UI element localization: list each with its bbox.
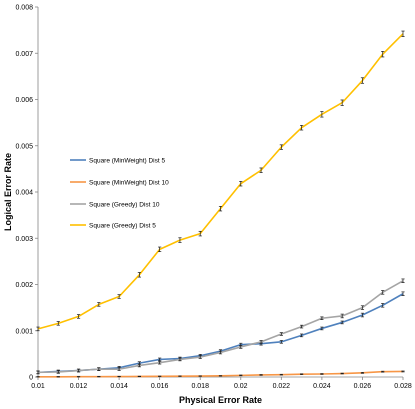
- error-bar: [117, 294, 121, 299]
- error-bar: [360, 312, 365, 318]
- error-bar: [300, 373, 304, 375]
- error-bar: [360, 305, 365, 310]
- error-bar: [56, 321, 60, 326]
- error-bar: [381, 370, 385, 373]
- error-bar: [76, 368, 81, 373]
- error-bar: [279, 373, 283, 376]
- x-tick-label: 0.028: [394, 383, 412, 390]
- legend-item: Square (MinWeight) Dist 10: [70, 179, 169, 186]
- error-bar: [218, 350, 223, 355]
- x-tick-label: 0.014: [110, 383, 128, 390]
- error-bar: [76, 314, 81, 319]
- legend-label: Square (Greedy) Dist 5: [89, 222, 156, 229]
- error-bar: [320, 326, 324, 331]
- error-bar: [239, 374, 243, 377]
- error-bar: [97, 367, 101, 371]
- x-tick-label: 0.01: [31, 383, 45, 390]
- x-tick-label: 0.02: [234, 383, 248, 390]
- error-bar: [300, 333, 304, 338]
- y-tick-label: 0.001: [15, 328, 33, 335]
- error-bar: [381, 303, 385, 308]
- y-tick-label: 0.002: [15, 282, 33, 289]
- y-tick-label: 0.005: [15, 143, 33, 150]
- error-bar: [158, 357, 162, 362]
- error-bar: [401, 370, 405, 373]
- x-tick-label: 0.024: [313, 383, 331, 390]
- error-bar: [340, 372, 344, 375]
- series-1: [36, 291, 405, 375]
- x-tick-label: 0.022: [273, 383, 291, 390]
- series-layer: [36, 30, 405, 378]
- error-bar: [259, 374, 263, 376]
- legend-label: Square (Greedy) Dist 10: [89, 201, 160, 208]
- series-2: [36, 370, 405, 378]
- error-bar: [300, 324, 304, 329]
- error-bar: [218, 205, 223, 212]
- error-bar: [360, 372, 365, 374]
- y-tick-label: 0.008: [15, 5, 33, 12]
- error-bar: [381, 290, 385, 295]
- x-tick-label: 0.026: [354, 383, 372, 390]
- legend-item: Square (Greedy) Dist 10: [70, 201, 160, 208]
- error-bar: [239, 345, 243, 349]
- legend-item: Square (Greedy) Dist 5: [70, 222, 156, 229]
- error-bar: [381, 51, 385, 58]
- y-tick-label: 0.004: [15, 190, 33, 197]
- error-bar: [137, 363, 141, 368]
- series-3: [36, 278, 405, 375]
- series-line: [37, 293, 404, 374]
- legend-label: Square (MinWeight) Dist 10: [89, 179, 169, 186]
- error-bar: [158, 246, 162, 253]
- error-bar: [401, 291, 405, 296]
- y-tick-label: 0.007: [15, 51, 33, 58]
- plot-frame: [37, 7, 403, 378]
- y-axis-title: Logical Error Rate: [3, 153, 13, 231]
- x-tick-label: 0.016: [151, 383, 169, 390]
- error-bar: [320, 373, 324, 375]
- error-bar: [259, 340, 263, 344]
- error-bar: [198, 355, 202, 359]
- error-bar: [360, 77, 365, 84]
- error-bar: [401, 278, 405, 283]
- error-bar: [340, 320, 344, 325]
- error-bar: [259, 167, 263, 173]
- error-bar: [279, 340, 283, 344]
- error-bar: [320, 111, 324, 118]
- error-bar: [320, 316, 324, 320]
- x-axis: 0.01 0.012 0.014 0.016 0.018 0.02 0.022 0.024 0.…: [31, 377, 412, 390]
- error-bar: [198, 230, 202, 237]
- error-bar: [36, 370, 40, 375]
- error-bar: [340, 99, 344, 106]
- error-bar: [239, 181, 243, 187]
- error-bar: [279, 332, 283, 336]
- error-bar: [97, 302, 101, 307]
- legend: Square (MinWeight) Dist 5 Square (MinWeig…: [70, 157, 169, 229]
- error-bar: [401, 30, 405, 37]
- y-axis: 0 0.001 0.002 0.003 0.004 0.005 0.006 0.007 0.00…: [15, 5, 38, 382]
- legend-item: Square (MinWeight) Dist 5: [70, 157, 165, 164]
- series-line: [37, 280, 404, 374]
- error-bar: [137, 272, 141, 278]
- y-tick-label: 0.003: [15, 236, 33, 243]
- error-bar: [117, 367, 121, 371]
- x-tick-label: 0.018: [191, 383, 209, 390]
- x-tick-label: 0.012: [70, 383, 88, 390]
- series-4: [36, 30, 405, 332]
- error-bar: [158, 360, 162, 365]
- x-axis-title: Physical Error Rate: [179, 395, 262, 405]
- error-bar: [340, 313, 344, 319]
- error-bar: [279, 144, 283, 150]
- error-bar: [36, 326, 40, 332]
- y-tick-label: 0: [29, 375, 33, 382]
- error-bar: [56, 370, 60, 374]
- legend-label: Square (MinWeight) Dist 5: [89, 157, 165, 164]
- error-bar: [178, 357, 182, 362]
- error-bar: [300, 125, 304, 131]
- error-bar: [178, 237, 182, 243]
- y-tick-label: 0.006: [15, 97, 33, 104]
